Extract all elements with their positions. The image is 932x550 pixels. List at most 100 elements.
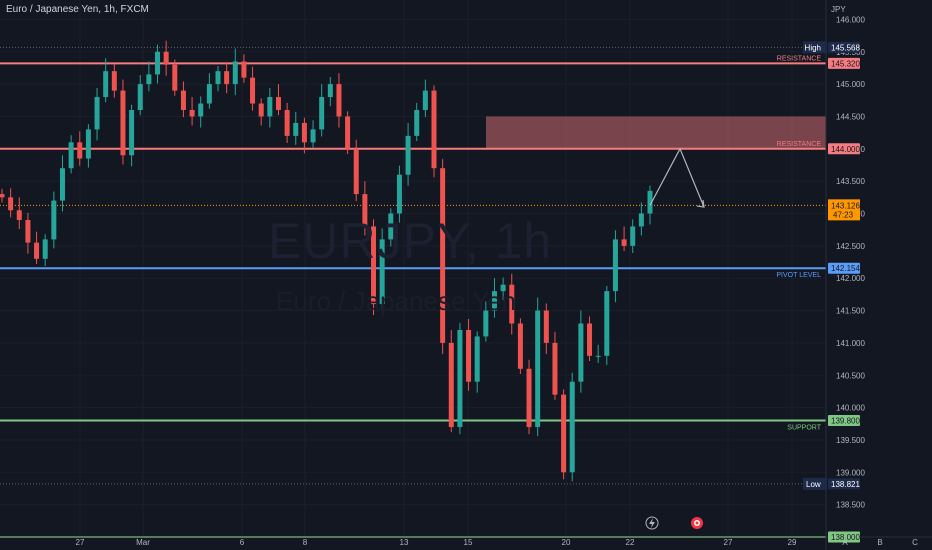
low-price-tag: 138.821 bbox=[828, 478, 860, 490]
price-tick-label: 142.500 bbox=[836, 242, 865, 251]
time-tick-label: 22 bbox=[626, 538, 635, 547]
candle bbox=[206, 73, 212, 109]
price-tick-label: 143.500 bbox=[836, 177, 865, 186]
high-price-tag: 145.568 bbox=[828, 41, 860, 53]
candle bbox=[448, 329, 454, 433]
candle bbox=[59, 155, 65, 212]
candle bbox=[353, 139, 359, 202]
svg-text:145.568: 145.568 bbox=[831, 43, 860, 52]
level-name: RESISTANCE bbox=[777, 55, 822, 62]
candle bbox=[189, 97, 195, 126]
level-price-tag: 144.000 bbox=[828, 143, 860, 155]
candle bbox=[267, 87, 273, 128]
time-tick-label: Mar bbox=[136, 538, 150, 547]
candle bbox=[604, 285, 610, 365]
candle bbox=[474, 331, 480, 393]
axis-button-a[interactable]: A bbox=[842, 538, 848, 547]
candle bbox=[509, 273, 515, 335]
candle bbox=[595, 344, 601, 363]
time-tick-label: 8 bbox=[303, 538, 308, 547]
candle bbox=[103, 58, 109, 103]
price-tick-label: 141.500 bbox=[836, 307, 865, 316]
candle bbox=[8, 188, 14, 218]
currency-label: JPY bbox=[831, 5, 846, 14]
time-tick-label: 29 bbox=[788, 538, 797, 547]
axis-button-c[interactable]: C bbox=[912, 538, 918, 547]
time-tick-label: 20 bbox=[562, 538, 571, 547]
candle bbox=[543, 303, 549, 354]
svg-text:138.000: 138.000 bbox=[831, 533, 860, 542]
candle bbox=[345, 111, 351, 154]
candle bbox=[129, 104, 135, 167]
candle bbox=[111, 64, 117, 98]
time-tick-label: 27 bbox=[76, 538, 85, 547]
price-tick-label: 140.500 bbox=[836, 371, 865, 380]
candle bbox=[327, 76, 333, 107]
candle bbox=[42, 234, 48, 266]
candle bbox=[638, 202, 644, 236]
level-price-tag: 138.000 bbox=[828, 531, 860, 543]
candle bbox=[77, 131, 83, 166]
candle bbox=[517, 318, 523, 374]
candle bbox=[258, 98, 264, 126]
level-price-tag: 139.800 bbox=[828, 415, 860, 427]
candle bbox=[466, 318, 472, 391]
candle bbox=[587, 316, 593, 362]
candle bbox=[94, 87, 100, 141]
price-tick-label: 141.000 bbox=[836, 339, 865, 348]
candle bbox=[431, 85, 437, 178]
candle bbox=[440, 159, 446, 354]
candle bbox=[34, 231, 40, 264]
candle bbox=[85, 124, 91, 168]
candle bbox=[483, 301, 489, 342]
level-name: SUPPORT bbox=[787, 425, 821, 432]
resistance-zone bbox=[486, 116, 826, 149]
candle bbox=[612, 230, 618, 303]
candle bbox=[414, 102, 420, 142]
candle bbox=[241, 54, 247, 83]
candle bbox=[535, 297, 541, 437]
chart-symbol-title: Euro / Japanese Yen, 1h, FXCM bbox=[6, 4, 149, 15]
candle bbox=[284, 102, 290, 143]
projection-path[interactable] bbox=[649, 147, 705, 208]
price-tick-label: 139.500 bbox=[836, 436, 865, 445]
candle bbox=[500, 277, 506, 301]
candle bbox=[310, 120, 316, 148]
svg-text:143.126: 143.126 bbox=[831, 201, 860, 210]
candle bbox=[457, 322, 463, 435]
time-tick-label: 15 bbox=[464, 538, 473, 547]
candle bbox=[120, 79, 126, 165]
watermark-description: Euro / Japanese Yen bbox=[276, 286, 516, 316]
candle bbox=[146, 61, 152, 92]
candle bbox=[362, 181, 368, 236]
candle bbox=[250, 66, 256, 111]
candle bbox=[569, 372, 575, 482]
candle bbox=[16, 197, 22, 230]
candle bbox=[491, 278, 497, 318]
candle bbox=[155, 44, 161, 84]
level-price-tag: 142.154 bbox=[828, 262, 860, 274]
candle bbox=[275, 84, 281, 116]
projection-arrowhead bbox=[696, 199, 705, 208]
candle bbox=[422, 79, 428, 118]
news-icon[interactable] bbox=[691, 517, 703, 529]
flash-icon[interactable] bbox=[645, 516, 659, 530]
candle bbox=[25, 212, 31, 254]
low-label-group: Low bbox=[803, 477, 827, 490]
axis-button-b[interactable]: B bbox=[877, 538, 882, 547]
time-tick-label: 13 bbox=[400, 538, 409, 547]
candle bbox=[405, 122, 411, 186]
high-label-front: High bbox=[805, 43, 821, 52]
candle bbox=[224, 62, 230, 94]
svg-text:138.821: 138.821 bbox=[831, 480, 860, 489]
countdown-label: 47:23 bbox=[833, 210, 854, 219]
price-tick-label: 145.000 bbox=[836, 80, 865, 89]
candle bbox=[578, 310, 584, 393]
candle bbox=[371, 219, 377, 316]
candle bbox=[336, 73, 342, 128]
candle bbox=[379, 228, 385, 310]
candle bbox=[388, 208, 394, 247]
